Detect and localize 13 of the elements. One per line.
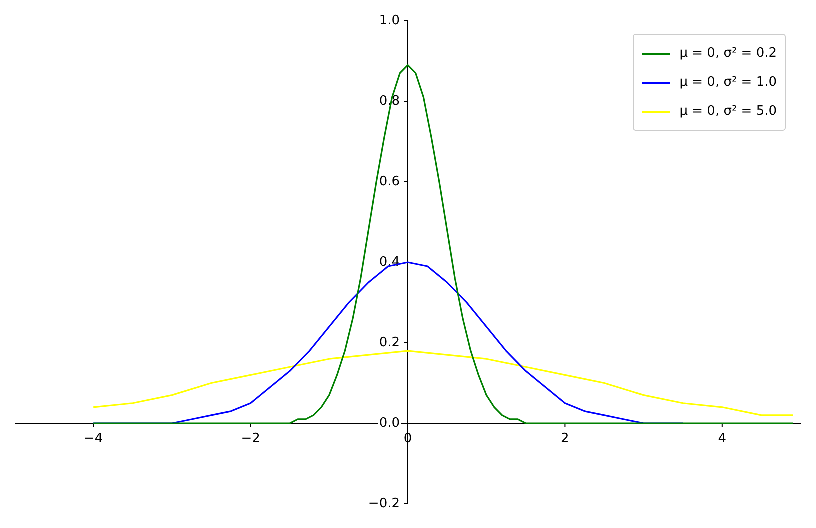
y-tick-label: 0.4 bbox=[379, 254, 400, 270]
y-tick-label: 0.0 bbox=[379, 416, 400, 431]
y-tick-label: 0.2 bbox=[379, 335, 400, 350]
legend-label: μ = 0, σ² = 1.0 bbox=[680, 75, 777, 90]
y-tick-label: −0.2 bbox=[368, 496, 400, 512]
y-tick-label: 1.0 bbox=[379, 13, 400, 28]
x-tick-label: 4 bbox=[718, 431, 727, 446]
y-tick-label: 0.6 bbox=[379, 174, 400, 190]
legend-label: μ = 0, σ² = 5.0 bbox=[680, 104, 777, 119]
x-tick-label: 2 bbox=[561, 431, 570, 446]
x-tick-label: −4 bbox=[84, 431, 104, 446]
x-tick-label: −2 bbox=[241, 431, 260, 446]
legend-label: μ = 0, σ² = 0.2 bbox=[680, 46, 777, 61]
